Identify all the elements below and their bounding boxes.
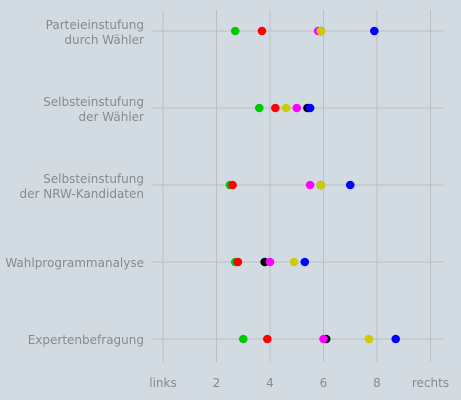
point-series-4-row-1 (281, 103, 291, 113)
x-tick-rechts: rechts (412, 376, 449, 390)
point-series-3-row-4 (319, 334, 328, 344)
grid-layer (152, 10, 444, 362)
point-series-4-row-0 (316, 26, 326, 36)
x-tick-labels: links 2 4 6 8 rechts (149, 376, 449, 390)
point-series-0-row-4 (238, 334, 248, 344)
point-series-1-row-0 (257, 26, 267, 36)
x-tick-6: 6 (320, 376, 328, 390)
point-series-5-row-3 (300, 257, 310, 267)
point-series-1-row-2 (228, 180, 237, 190)
category-label-1-line-1: der Wähler (79, 110, 145, 124)
category-label-2-line-1: der NRW-Kandidaten (19, 187, 144, 201)
point-series-1-row-1 (271, 103, 280, 113)
point-series-5-row-2 (345, 180, 355, 190)
point-series-4-row-4 (364, 334, 374, 344)
point-series-4-row-2 (316, 180, 326, 190)
point-series-3-row-2 (305, 180, 315, 190)
category-label-0-line-1: durch Wähler (64, 33, 144, 47)
category-label-1-line-0: Selbsteinstufung (43, 95, 144, 109)
point-series-3-row-3 (265, 257, 275, 267)
x-tick-8: 8 (373, 376, 381, 390)
point-series-5-row-4 (391, 334, 401, 344)
category-label-2-line-0: Selbsteinstufung (43, 172, 144, 186)
point-series-4-row-3 (289, 257, 299, 267)
category-label-0-line-0: Parteieinstufung (46, 18, 144, 32)
point-series-0-row-1 (254, 103, 264, 113)
point-series-3-row-1 (292, 103, 302, 113)
x-tick-4: 4 (266, 376, 274, 390)
point-series-1-row-4 (263, 334, 272, 344)
category-label-4-line-0: Expertenbefragung (28, 333, 144, 347)
point-series-0-row-0 (230, 26, 240, 36)
point-series-5-row-1 (305, 103, 315, 113)
category-label-3-line-0: Wahlprogrammanalyse (5, 256, 144, 270)
x-tick-2: 2 (213, 376, 221, 390)
point-series-1-row-3 (233, 257, 243, 267)
data-points (225, 26, 401, 344)
x-tick-links: links (149, 376, 176, 390)
point-series-5-row-0 (370, 26, 379, 36)
